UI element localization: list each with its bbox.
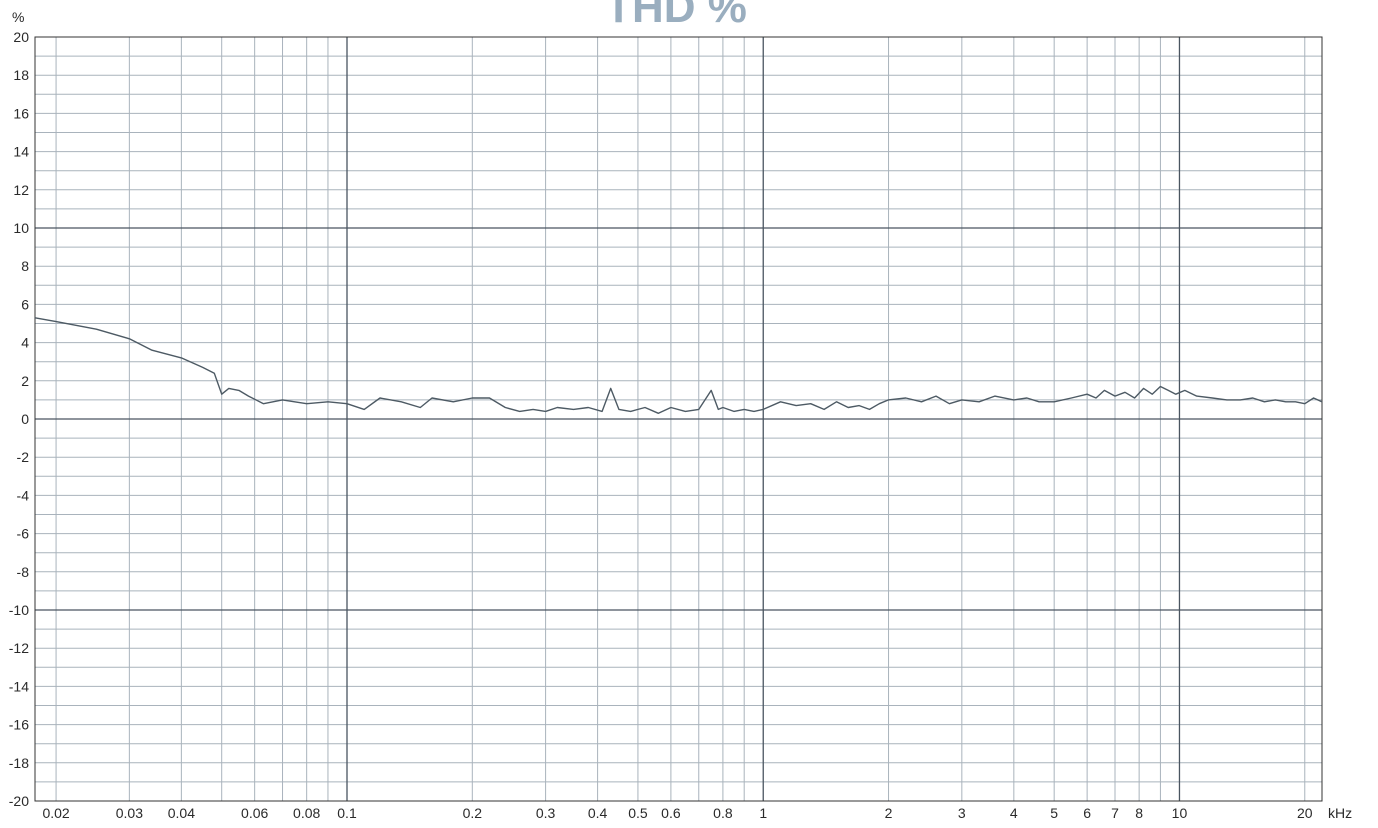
y-tick-label: -12 xyxy=(9,640,29,656)
x-axis-unit-label: kHz xyxy=(1328,805,1352,821)
y-tick-label: -8 xyxy=(17,564,30,580)
y-axis-unit-label: % xyxy=(12,9,24,25)
x-tick-label: 0.1 xyxy=(337,805,357,821)
minor-gridlines xyxy=(35,36,1322,802)
x-tick-label: 0.06 xyxy=(241,805,268,821)
y-tick-label: -2 xyxy=(17,449,30,465)
series-layer xyxy=(34,317,1323,414)
y-tick-label: 4 xyxy=(21,335,29,351)
y-tick-label: -6 xyxy=(17,526,30,542)
x-tick-label: 0.3 xyxy=(536,805,556,821)
x-tick-label: 0.2 xyxy=(463,805,483,821)
chart-title: THD % xyxy=(605,0,747,32)
y-tick-label: 0 xyxy=(21,411,29,427)
y-tick-label: 16 xyxy=(13,105,29,121)
x-tick-labels: 0.02 0.03 0.04 0.06 0.08 0.1 0.2 0.3 0.4 0.5 0.6 0.… xyxy=(42,805,1312,821)
x-tick-label: 5 xyxy=(1050,805,1058,821)
y-tick-label: 18 xyxy=(13,67,29,83)
x-tick-label: 0.4 xyxy=(588,805,608,821)
y-tick-labels: 20181614121086420-2-4-6-8-10-12-14-16-18… xyxy=(9,29,29,809)
x-tick-label: 2 xyxy=(885,805,893,821)
thd-series-line xyxy=(34,317,1323,414)
x-tick-label: 0.6 xyxy=(661,805,681,821)
x-tick-label: 20 xyxy=(1297,805,1313,821)
y-tick-label: -10 xyxy=(9,602,29,618)
x-tick-label: 10 xyxy=(1172,805,1188,821)
y-tick-label: -14 xyxy=(9,678,29,694)
y-tick-label: 2 xyxy=(21,373,29,389)
x-tick-label: 0.08 xyxy=(293,805,320,821)
x-tick-label: 0.8 xyxy=(713,805,733,821)
y-tick-label: -4 xyxy=(17,487,30,503)
x-tick-label: 4 xyxy=(1010,805,1018,821)
y-tick-label: 10 xyxy=(13,220,29,236)
x-tick-label: 8 xyxy=(1135,805,1143,821)
y-tick-label: 20 xyxy=(13,29,29,45)
x-tick-label: 0.5 xyxy=(628,805,648,821)
y-tick-label: 12 xyxy=(13,182,29,198)
major-gridlines xyxy=(35,37,1322,801)
x-tick-label: 0.02 xyxy=(42,805,69,821)
x-tick-label: 1 xyxy=(759,805,767,821)
x-tick-label: 7 xyxy=(1111,805,1119,821)
x-tick-label: 0.04 xyxy=(168,805,195,821)
x-tick-label: 0.03 xyxy=(116,805,143,821)
x-tick-label: 3 xyxy=(958,805,966,821)
y-tick-label: -20 xyxy=(9,793,29,809)
y-tick-label: 14 xyxy=(13,144,29,160)
y-tick-label: 8 xyxy=(21,258,29,274)
y-tick-label: 6 xyxy=(21,296,29,312)
plot-frame xyxy=(34,36,1323,802)
x-tick-label: 6 xyxy=(1083,805,1091,821)
y-tick-label: -18 xyxy=(9,755,29,771)
y-tick-label: -16 xyxy=(9,717,29,733)
